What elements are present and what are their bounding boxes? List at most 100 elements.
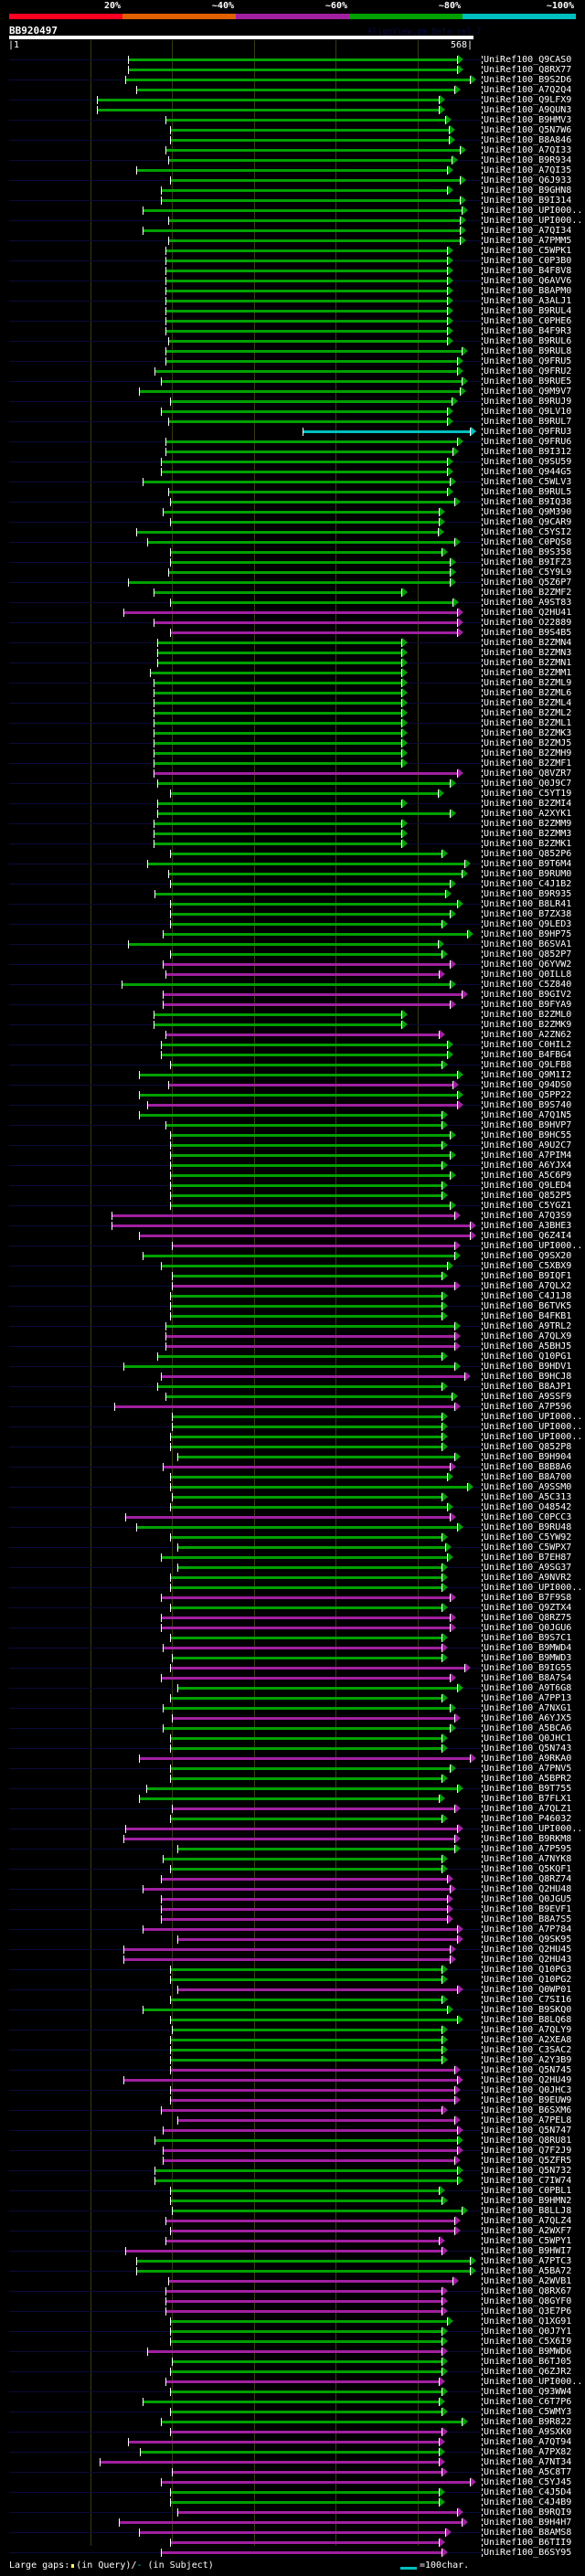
hit-label[interactable]: UniRef100_Q9FRU6 xyxy=(484,437,572,447)
hit-row[interactable]: UniRef100_A5BA72 xyxy=(0,2266,585,2276)
hit-row[interactable]: UniRef100_B9RUL4 xyxy=(0,306,585,316)
hit-row[interactable]: UniRef100_Q852P8 xyxy=(0,1442,585,1452)
hit-label[interactable]: UniRef100_B2ZML4 xyxy=(484,698,572,708)
hit-label[interactable]: UniRef100_O22889 xyxy=(484,618,572,628)
hit-row[interactable]: UniRef100_B9S2D6 xyxy=(0,75,585,85)
hit-label[interactable]: UniRef100_B7ZX38 xyxy=(484,909,572,919)
hit-label[interactable]: UniRef100_A7P784 xyxy=(484,1924,572,1935)
hit-row[interactable]: UniRef100_C5YSI2 xyxy=(0,527,585,537)
hit-label[interactable]: UniRef100_A7QLZ1 xyxy=(484,1804,572,1814)
hit-row[interactable]: UniRef100_C5YT19 xyxy=(0,789,585,799)
hit-label[interactable]: UniRef100_B2ZMK9 xyxy=(484,1020,572,1030)
hit-label[interactable]: UniRef100_C5YJ45 xyxy=(484,2477,572,2487)
hit-label[interactable]: UniRef100_B2ZMK3 xyxy=(484,728,572,738)
hit-row[interactable]: UniRef100_A7QI35 xyxy=(0,165,585,175)
hit-row[interactable]: UniRef100_C3SAC2 xyxy=(0,2045,585,2055)
hit-row[interactable]: UniRef100_Q5N7W6 xyxy=(0,125,585,135)
hit-label[interactable]: UniRef100_C5Z840 xyxy=(484,980,572,990)
hit-label[interactable]: UniRef100_B8LLJ8 xyxy=(484,2206,572,2216)
hit-label[interactable]: UniRef100_B2ZMH9 xyxy=(484,748,572,758)
hit-row[interactable]: UniRef100_B8AMS8 xyxy=(0,2528,585,2538)
hit-label[interactable]: UniRef100_A7P595 xyxy=(484,1844,572,1854)
hit-label[interactable]: UniRef100_A7NT34 xyxy=(484,2457,572,2467)
hit-row[interactable]: UniRef100_Q2HU45 xyxy=(0,1945,585,1955)
hit-label[interactable]: UniRef100_Q9LV10 xyxy=(484,407,572,417)
hit-row[interactable]: UniRef100_Q0J9C7 xyxy=(0,779,585,789)
hit-row[interactable]: UniRef100_Q5ZFR5 xyxy=(0,2156,585,2166)
hit-label[interactable]: UniRef100_A7PNV5 xyxy=(484,1764,572,1774)
hit-row[interactable]: UniRef100_B4F8V8 xyxy=(0,266,585,276)
hit-label[interactable]: UniRef100_A9SXK0 xyxy=(484,2427,572,2437)
hit-row[interactable]: UniRef100_B9FYA9 xyxy=(0,1000,585,1010)
hit-row[interactable]: UniRef100_B9RUL5 xyxy=(0,487,585,497)
hit-label[interactable]: UniRef100_Q1XG91 xyxy=(484,2316,572,2327)
hit-label[interactable]: UniRef100_B4FBG4 xyxy=(484,1050,572,1060)
hit-label[interactable]: UniRef100_B9IQ38 xyxy=(484,497,572,507)
hit-row[interactable]: UniRef100_B2ZMF1 xyxy=(0,758,585,769)
hit-row[interactable]: UniRef100_Q9LFB8 xyxy=(0,1060,585,1070)
hit-row[interactable]: UniRef100_Q1XG91 xyxy=(0,2316,585,2327)
hit-row[interactable]: UniRef100_B9MWD6 xyxy=(0,2347,585,2357)
hit-label[interactable]: UniRef100_Q8RZ74 xyxy=(484,1874,572,1884)
hit-row[interactable]: UniRef100_Q94DS0 xyxy=(0,1080,585,1090)
hit-row[interactable]: UniRef100_B8A846 xyxy=(0,135,585,145)
hit-label[interactable]: UniRef100_B6SY95 xyxy=(484,2548,572,2558)
hit-row[interactable]: UniRef100_C4J4B9 xyxy=(0,2497,585,2507)
hit-row[interactable]: UniRef100_C5WPY1 xyxy=(0,2236,585,2246)
hit-label[interactable]: UniRef100_Q9SU59 xyxy=(484,457,572,467)
hit-row[interactable]: UniRef100_Q10PG2 xyxy=(0,1975,585,1985)
hit-label[interactable]: UniRef100_C5XBX9 xyxy=(484,1261,572,1271)
hit-row[interactable]: UniRef100_B9SKQ0 xyxy=(0,2005,585,2015)
hit-row[interactable]: UniRef100_A5BHJ5 xyxy=(0,1341,585,1352)
hit-label[interactable]: UniRef100_B9S4B5 xyxy=(484,628,572,638)
hit-row[interactable]: UniRef100_A7QLX9 xyxy=(0,1331,585,1341)
hit-label[interactable]: UniRef100_B9RUM0 xyxy=(484,869,572,879)
hit-row[interactable]: UniRef100_B9HDV1 xyxy=(0,1362,585,1372)
hit-row[interactable]: UniRef100_B9S740 xyxy=(0,1100,585,1110)
hit-label[interactable]: UniRef100_C5Y9L9 xyxy=(484,567,572,578)
hit-label[interactable]: UniRef100_UPI000.. xyxy=(484,1241,583,1251)
hit-row[interactable]: UniRef100_B9T6M4 xyxy=(0,859,585,869)
hit-label[interactable]: UniRef100_B2ZMN1 xyxy=(484,658,572,668)
hit-label[interactable]: UniRef100_A7PEL8 xyxy=(484,2115,572,2125)
hit-label[interactable]: UniRef100_Q5Z6P7 xyxy=(484,578,572,588)
hit-label[interactable]: UniRef100_B9IQF1 xyxy=(484,1271,572,1281)
hit-row[interactable]: UniRef100_A7QLZ4 xyxy=(0,2216,585,2226)
hit-label[interactable]: UniRef100_Q0J7Y1 xyxy=(484,2327,572,2337)
hit-label[interactable]: UniRef100_A9SSM0 xyxy=(484,1482,572,1492)
hit-row[interactable]: UniRef100_B9IG55 xyxy=(0,1663,585,1673)
hit-row[interactable]: UniRef100_A7QI33 xyxy=(0,145,585,155)
hit-label[interactable]: UniRef100_Q9FRU2 xyxy=(484,366,572,376)
hit-label[interactable]: UniRef100_B9RUL5 xyxy=(484,487,572,497)
hit-label[interactable]: UniRef100_Q8RZ75 xyxy=(484,1613,572,1623)
hit-label[interactable]: UniRef100_B8B8A6 xyxy=(484,1462,572,1472)
hit-row[interactable]: UniRef100_A3ALJ1 xyxy=(0,296,585,306)
hit-label[interactable]: UniRef100_Q8RX67 xyxy=(484,2286,572,2296)
hit-label[interactable]: UniRef100_B2ZMF2 xyxy=(484,588,572,598)
hit-label[interactable]: UniRef100_Q0WP01 xyxy=(484,1985,572,1995)
hit-label[interactable]: UniRef100_Q9SX20 xyxy=(484,1251,572,1261)
hit-row[interactable]: UniRef100_Q9SX20 xyxy=(0,1251,585,1261)
hit-label[interactable]: UniRef100_A9T6G8 xyxy=(484,1683,572,1693)
hit-row[interactable]: UniRef100_Q8RU81 xyxy=(0,2136,585,2146)
hit-label[interactable]: UniRef100_C0PCC3 xyxy=(484,1512,572,1522)
hit-label[interactable]: UniRef100_B6SXM6 xyxy=(484,2105,572,2115)
hit-row[interactable]: UniRef100_Q5KQF1 xyxy=(0,1864,585,1874)
hit-label[interactable]: UniRef100_B6TII9 xyxy=(484,2538,572,2548)
hit-row[interactable]: UniRef100_B9S358 xyxy=(0,547,585,557)
hit-row[interactable]: UniRef100_Q852P5 xyxy=(0,1191,585,1201)
hit-row[interactable]: UniRef100_B9IQ38 xyxy=(0,497,585,507)
hit-row[interactable]: UniRef100_B2ZML1 xyxy=(0,718,585,728)
hit-row[interactable]: UniRef100_B9RUE5 xyxy=(0,376,585,387)
hit-label[interactable]: UniRef100_A7QI35 xyxy=(484,165,572,175)
hit-row[interactable]: UniRef100_B4FBG4 xyxy=(0,1050,585,1060)
hit-row[interactable]: UniRef100_B6TII9 xyxy=(0,2538,585,2548)
hit-row[interactable]: UniRef100_A7Q3S9 xyxy=(0,1211,585,1221)
hit-row[interactable]: UniRef100_C4J1J8 xyxy=(0,1291,585,1301)
hit-row[interactable]: UniRef100_B7ZX38 xyxy=(0,909,585,919)
hit-row[interactable]: UniRef100_Q3E7P6 xyxy=(0,2306,585,2316)
hit-row[interactable]: UniRef100_Q0J7Y1 xyxy=(0,2327,585,2337)
hit-row[interactable]: UniRef100_B2ZMF2 xyxy=(0,588,585,598)
hit-label[interactable]: UniRef100_Q0J9C7 xyxy=(484,779,572,789)
hit-row[interactable]: UniRef100_A7NT34 xyxy=(0,2457,585,2467)
